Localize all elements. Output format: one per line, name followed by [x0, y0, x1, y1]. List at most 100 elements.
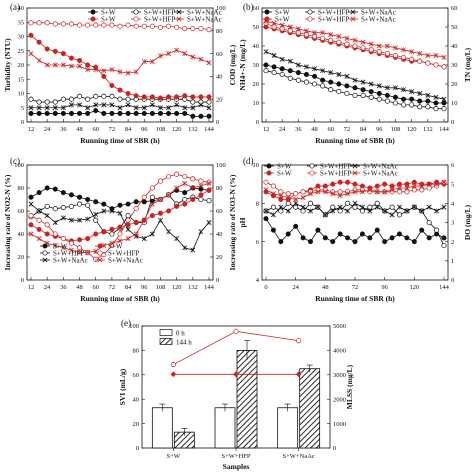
data-point	[206, 99, 212, 105]
data-point	[60, 105, 66, 111]
y-right-tick-label: 2000	[333, 396, 346, 403]
legend-marker	[97, 257, 103, 263]
data-point	[263, 49, 269, 55]
data-point	[125, 22, 131, 28]
data-point	[409, 96, 415, 102]
data-point	[109, 67, 115, 73]
data-point	[337, 193, 343, 199]
data-point	[93, 67, 99, 73]
data-point	[36, 20, 42, 26]
data-point	[401, 87, 407, 93]
data-point	[320, 77, 326, 83]
data-point	[190, 197, 196, 203]
data-point	[389, 212, 395, 218]
x-tick-label: 132	[188, 284, 198, 291]
y-right-tick-label: 100	[216, 5, 226, 12]
data-point	[206, 60, 212, 66]
data-point	[419, 227, 425, 233]
legend-label: S+W+HFP	[144, 8, 175, 16]
data-point	[397, 185, 402, 191]
y-tick-label: 4	[256, 277, 260, 284]
data-point	[125, 96, 131, 102]
data-point	[352, 77, 358, 83]
data-point	[174, 110, 180, 116]
x-tick-label: 0	[264, 284, 267, 291]
data-point	[60, 190, 66, 196]
bar-error	[159, 403, 166, 412]
data-point	[303, 79, 310, 85]
x-tick-label: 120	[172, 284, 182, 291]
bar-error	[306, 364, 313, 373]
data-point	[68, 217, 74, 223]
y-right-tick-label: 30	[451, 62, 458, 69]
legend-swatch	[159, 329, 173, 336]
data-point	[441, 106, 447, 112]
data-point	[190, 113, 196, 119]
data-point	[60, 21, 66, 27]
data-point	[285, 195, 291, 201]
data-point	[198, 178, 204, 184]
data-point	[117, 23, 123, 29]
x-tick-label: 144	[204, 126, 215, 133]
data-point	[174, 24, 180, 30]
legend-marker	[133, 9, 139, 15]
legend-marker	[90, 9, 96, 15]
data-point	[109, 226, 115, 232]
data-point	[344, 73, 350, 79]
data-point	[101, 201, 107, 207]
data-point	[117, 69, 123, 75]
data-point	[417, 58, 423, 64]
x-tick-label: 96	[141, 284, 148, 291]
data-point	[190, 99, 196, 105]
y-tick-label: 50	[253, 24, 260, 31]
y-tick-label: 40	[18, 5, 25, 12]
data-point	[52, 105, 58, 111]
x-tick-label: 132	[188, 126, 198, 133]
data-point	[77, 237, 83, 243]
data-point	[60, 236, 66, 242]
data-point	[360, 39, 366, 45]
legend-label: S+W+HFP	[144, 15, 175, 23]
x-tick-label: 36	[60, 126, 67, 133]
data-point	[141, 217, 147, 223]
data-point	[270, 212, 276, 218]
x-axis-title: Running time of SBR (h)	[315, 136, 395, 145]
x-tick-label: 60	[327, 126, 334, 133]
data-point	[426, 235, 432, 241]
data-point	[352, 189, 358, 195]
data-point	[392, 100, 399, 106]
data-point	[28, 222, 34, 228]
x-axis-title: Running time of SBR (h)	[315, 294, 395, 303]
data-point	[93, 93, 99, 99]
data-point	[368, 81, 374, 87]
data-point	[263, 179, 269, 185]
data-point	[368, 47, 374, 53]
data-point	[441, 204, 447, 210]
data-point	[44, 105, 50, 111]
legend-label: S+W	[275, 15, 290, 23]
data-point	[133, 69, 139, 75]
y-right-axis-title: DO (mg/L)	[463, 204, 472, 240]
y-tick-label: 30	[253, 62, 260, 69]
bar	[151, 407, 173, 449]
data-point	[141, 199, 147, 205]
legend-label: S+W	[277, 169, 292, 177]
data-point	[125, 110, 131, 116]
data-point	[93, 108, 99, 114]
data-point	[392, 94, 398, 100]
data-point	[157, 110, 163, 116]
data-point	[426, 219, 432, 226]
data-point	[337, 231, 343, 237]
data-point	[28, 231, 34, 237]
data-point	[336, 89, 342, 95]
legend-label: S+W+HFP	[108, 249, 139, 257]
data-point	[419, 208, 425, 214]
data-point	[278, 204, 284, 210]
data-point	[270, 191, 276, 197]
data-point	[352, 181, 358, 187]
data-point	[352, 85, 358, 91]
y-right-tick-label: 4000	[333, 348, 346, 355]
data-point	[68, 55, 74, 61]
data-point	[149, 194, 155, 200]
data-point	[425, 98, 431, 104]
